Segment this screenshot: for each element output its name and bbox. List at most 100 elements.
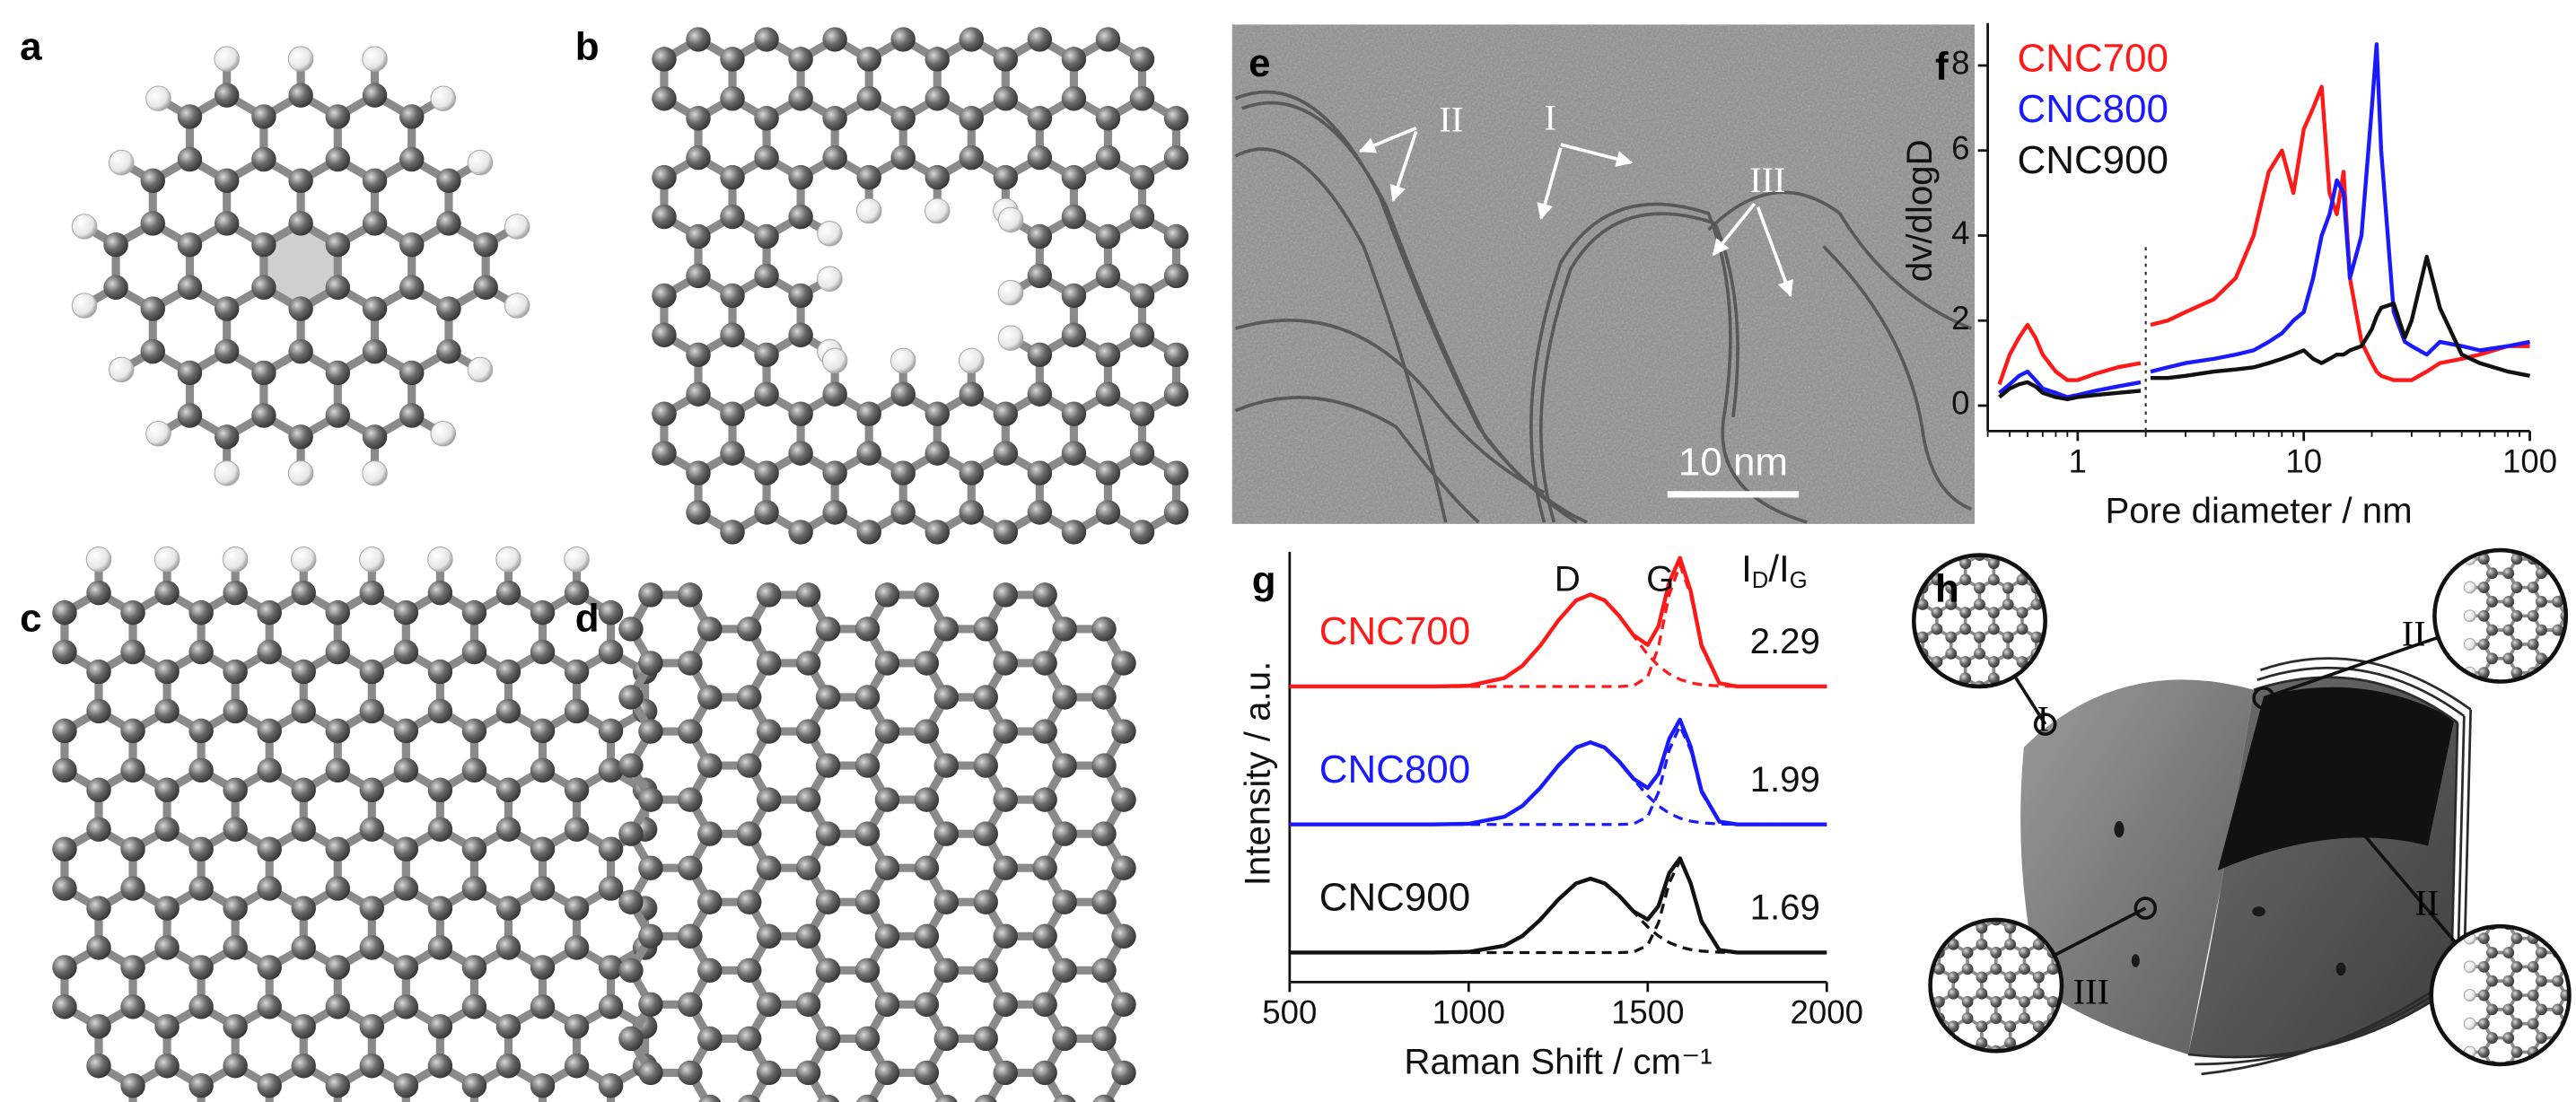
carbon-atom [2046, 963, 2059, 975]
carbon-atom [2528, 724, 2539, 736]
carbon-atom [1959, 573, 1972, 586]
carbon-atom [86, 817, 111, 842]
carbon-atom [2075, 1062, 2087, 1073]
carbon-atom [2486, 947, 2498, 958]
carbon-atom [914, 719, 940, 744]
carbon-atom [754, 144, 779, 171]
hydrogen-atom [504, 214, 530, 240]
carbon-atom [890, 27, 916, 52]
carbon-atom [1933, 897, 1945, 909]
carbon-atom [598, 757, 624, 783]
carbon-atom [2536, 482, 2547, 494]
carbon-atom [754, 263, 779, 289]
carbon-atom [2478, 724, 2490, 736]
bond [1923, 555, 1938, 565]
shape-cavity [2217, 687, 2455, 870]
carbon-atom [393, 955, 419, 980]
carbon-atom [1976, 1036, 1988, 1049]
carbon-atom [359, 935, 385, 960]
carbon-atom [1163, 500, 1189, 525]
carbon-atom [756, 651, 782, 676]
carbon-atom [1959, 557, 1972, 570]
carbon-atom [2536, 511, 2547, 522]
carbon-atom [214, 424, 240, 450]
x-tick-label: 100 [2502, 443, 2557, 480]
carbon-atom [924, 86, 950, 111]
hydrogen-atom [959, 347, 985, 374]
carbon-atom [1959, 672, 1972, 685]
carbon-atom [2004, 1020, 2017, 1033]
carbon-atom [1032, 582, 1057, 608]
carbon-atom [973, 1026, 998, 1052]
bond [2067, 1092, 2081, 1100]
carbon-atom [993, 992, 1018, 1018]
carbon-atom [598, 718, 624, 744]
carbon-atom [427, 659, 453, 685]
bond [2485, 744, 2493, 756]
carbon-atom [1111, 1060, 1136, 1086]
hydrogen-atom [504, 293, 530, 319]
carbon-atom [2477, 960, 2490, 973]
carbon-atom [638, 923, 663, 949]
carbon-atom [564, 896, 590, 921]
carbon-atom [2047, 1095, 2059, 1102]
carbon-atom [756, 923, 782, 949]
carbon-atom [257, 757, 282, 783]
bond [1953, 895, 1967, 903]
carbon-atom [959, 106, 985, 131]
bond [2024, 1068, 2038, 1076]
x-tick-label: 500 [1262, 994, 1317, 1031]
carbon-atom [788, 322, 813, 348]
bond [1930, 919, 1941, 930]
carbon-atom [2528, 876, 2539, 888]
hydrogen-atom [2464, 525, 2475, 537]
carbon-atom [2002, 599, 2014, 610]
carbon-atom [652, 441, 677, 466]
carbon-atom [2511, 752, 2523, 764]
carbon-atom [2004, 873, 2016, 885]
carbon-atom [461, 599, 487, 625]
bond [2509, 1095, 2517, 1102]
carbon-atom [874, 787, 900, 812]
carbon-atom [1990, 1062, 2002, 1073]
carbon-atom [686, 263, 711, 289]
carbon-atom [2075, 1045, 2087, 1057]
hydrogen-atom [2463, 1017, 2476, 1030]
carbon-atom [618, 685, 644, 710]
bond [1882, 920, 1897, 928]
carbon-atom [495, 1054, 521, 1079]
lattice [2463, 876, 2570, 1102]
carbon-atom [1091, 821, 1117, 846]
carbon-atom [177, 232, 203, 258]
carbon-atom [120, 599, 145, 625]
carbon-atom [52, 955, 77, 980]
carbon-atom [436, 296, 461, 321]
inset-border [1928, 917, 2064, 1054]
carbon-atom [933, 685, 959, 710]
carbon-atom [436, 211, 461, 236]
carbon-atom [815, 958, 841, 984]
carbon-atom [393, 876, 419, 901]
carbon-atom [1061, 441, 1087, 466]
bond [1925, 1068, 1940, 1076]
carbon-atom [52, 836, 77, 861]
carbon-atom [1890, 1037, 1902, 1049]
bond [1996, 895, 2011, 903]
bond [1925, 870, 1940, 879]
carbon-atom [2535, 1003, 2547, 1016]
carbon-atom [1877, 947, 1888, 958]
carbon-atom [618, 889, 644, 914]
carbon-atom [223, 896, 248, 921]
carbon-atom [788, 164, 813, 190]
carbon-atom [177, 360, 203, 386]
carbon-atom [754, 27, 779, 52]
carbon-atom [564, 935, 590, 960]
carbon-atom [993, 923, 1018, 949]
carbon-atom [2535, 926, 2547, 931]
carbon-atom [495, 1014, 521, 1039]
carbon-atom [530, 994, 556, 1019]
bond [2110, 1092, 2125, 1100]
carbon-atom [2510, 932, 2523, 945]
chart: 500 1000 1500 2000 Raman Shift / cm⁻¹ Intensi… [1238, 547, 1863, 1082]
bond [2558, 881, 2566, 896]
